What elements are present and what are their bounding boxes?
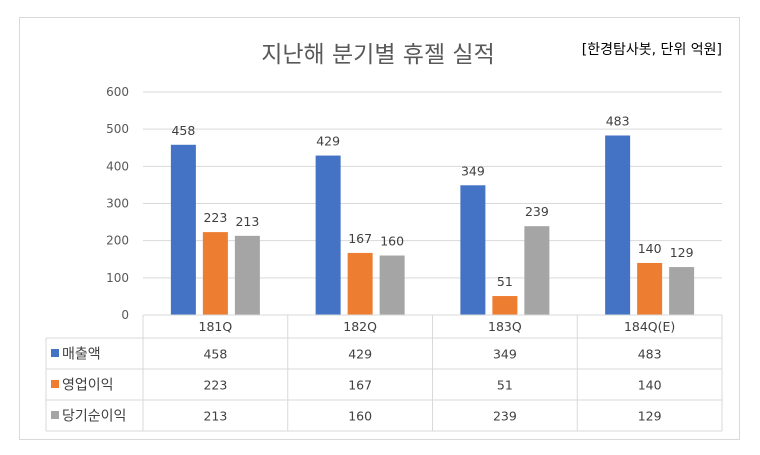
y-tick-label: 0 [121, 308, 129, 322]
data-label: 483 [606, 113, 630, 128]
legend-swatch [51, 380, 59, 388]
bar [605, 135, 631, 315]
series-label: 매출액 [62, 347, 101, 363]
data-label: 429 [316, 134, 340, 149]
y-tick-label: 300 [106, 197, 129, 211]
table-cell: 51 [497, 378, 513, 393]
bar [202, 232, 228, 315]
data-label: 167 [348, 231, 372, 246]
bar [524, 226, 550, 315]
data-table: 181Q 182Q 183Q 184Q(E) 매출액 458 429 349 483 영업이익 22… [45, 314, 723, 432]
bar [460, 185, 486, 315]
category-label: 183Q [488, 319, 522, 334]
bar [170, 144, 196, 315]
category-label: 181Q [199, 319, 233, 334]
source-note: [한경탐사봇, 단위 억원] [582, 42, 722, 58]
data-label: 349 [461, 163, 485, 178]
grid-layer: 600 500 400 300 200 100 0 [106, 85, 722, 322]
series-label: 영업이익 [62, 378, 114, 394]
series-label: 당기순이익 [62, 409, 126, 425]
bar [669, 267, 695, 315]
category-label: 184Q(E) [624, 319, 675, 334]
legend-swatch [51, 349, 59, 357]
table-cell: 129 [638, 409, 662, 424]
bar [379, 255, 405, 315]
data-label: 129 [670, 245, 694, 260]
y-tick-label: 200 [106, 234, 129, 248]
y-tick-label: 600 [106, 85, 129, 99]
table-cell: 167 [348, 378, 372, 393]
y-tick-label: 500 [106, 122, 129, 136]
table-cell: 349 [493, 347, 517, 362]
bar [234, 235, 260, 315]
y-tick-label: 100 [106, 271, 129, 285]
table-cell: 140 [638, 378, 662, 393]
table-cell: 160 [348, 409, 372, 424]
table-cell: 213 [203, 409, 227, 424]
bar [315, 155, 341, 315]
table-cell: 458 [203, 347, 227, 362]
table-cell: 483 [638, 347, 662, 362]
bars-layer: 458 223 213 429 167 160 349 51 239 483 140 129 [170, 113, 695, 315]
bar [492, 296, 518, 315]
table-cell: 223 [203, 378, 227, 393]
data-label: 51 [497, 274, 513, 289]
data-label: 223 [203, 210, 227, 225]
chart-title: 지난해 분기별 휴젤 실적 [261, 42, 495, 68]
bar [637, 262, 663, 315]
data-label: 239 [525, 204, 549, 219]
legend-swatch [51, 411, 59, 419]
data-label: 213 [235, 214, 259, 229]
data-label: 160 [380, 234, 404, 249]
data-label: 458 [171, 123, 195, 138]
data-label: 140 [638, 241, 662, 256]
bar [347, 252, 373, 315]
category-label: 182Q [343, 319, 377, 334]
y-tick-label: 400 [106, 159, 129, 173]
table-cell: 239 [493, 409, 517, 424]
table-cell: 429 [348, 347, 372, 362]
